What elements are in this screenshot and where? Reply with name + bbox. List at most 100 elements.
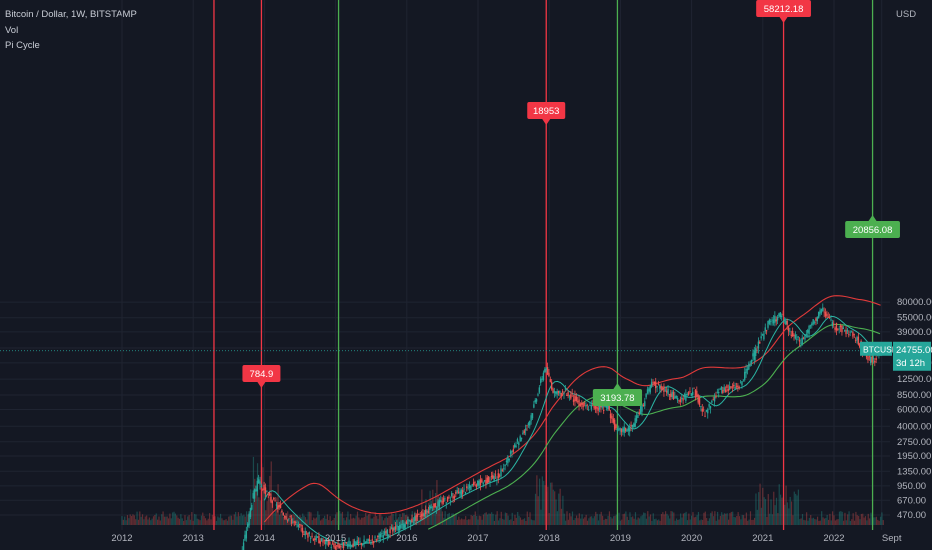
volume-bar [699, 520, 701, 525]
volume-bar [623, 513, 626, 525]
volume-bar [359, 519, 361, 525]
volume-bar [202, 512, 204, 525]
candle-body [759, 341, 761, 344]
candle-body [772, 319, 775, 324]
volume-bar [181, 518, 183, 525]
candle-body [624, 427, 627, 432]
volume-bar [381, 516, 383, 525]
volume-bar [510, 519, 512, 525]
candle-body [374, 536, 376, 538]
volume-bar [262, 467, 264, 525]
x-tick-label: 2017 [467, 533, 488, 544]
candle-body [596, 406, 598, 409]
candle-body [394, 526, 397, 530]
candle-body [414, 516, 416, 522]
candle-body [533, 404, 535, 408]
candle-body [598, 405, 601, 410]
volume-bar [211, 514, 213, 525]
candle-body [307, 532, 309, 538]
volume-bar [548, 513, 550, 525]
volume-bar [229, 515, 231, 525]
ma-long-line [263, 295, 881, 523]
volume-bar [366, 515, 368, 525]
candle-body [364, 541, 367, 544]
volume-bar [314, 518, 316, 525]
candle-body [281, 510, 283, 513]
candle-body [875, 358, 877, 360]
volume-bar [136, 511, 138, 525]
volume-bar [565, 520, 567, 525]
volume-bar [298, 517, 300, 525]
volume-bar [638, 518, 641, 525]
candle-body [623, 426, 625, 433]
volume-bar [539, 478, 541, 525]
volume-bar [760, 507, 763, 525]
candle-body [322, 541, 324, 543]
volume-bar [125, 520, 127, 525]
candle-body [419, 515, 421, 517]
candle-body [267, 494, 269, 496]
volume-bar [552, 489, 554, 525]
candle-body [726, 385, 728, 389]
volume-bar [321, 519, 323, 525]
volume-bar [496, 511, 498, 525]
volume-bar [221, 518, 223, 525]
candle-body [867, 357, 869, 361]
volume-bar [752, 519, 754, 525]
candle-body [345, 542, 347, 544]
candle-body [422, 512, 424, 517]
legend-pi-cycle[interactable]: Pi Cycle [5, 40, 40, 51]
volume-bar [139, 511, 141, 525]
volume-bar [578, 513, 580, 525]
volume-bar [563, 513, 565, 525]
candle-body [660, 386, 662, 390]
candle-body [438, 499, 441, 507]
candle-body [701, 408, 703, 412]
candle-body [794, 334, 797, 339]
candle-body [498, 475, 501, 477]
candle-body [586, 404, 588, 406]
candle-body [771, 319, 773, 321]
volume-bar [155, 513, 157, 525]
volume-bar [725, 513, 727, 525]
volume-bar [827, 519, 830, 525]
candle-body [874, 360, 876, 363]
candle-body [723, 387, 725, 391]
axes: USD80000.0055000.0039000.0026500.0018500… [0, 9, 932, 544]
candle-body [251, 505, 253, 510]
volume-bar [247, 514, 249, 525]
candle-body [318, 535, 320, 544]
volume-bar [273, 513, 275, 525]
volume-bar [272, 503, 274, 525]
x-tick-label: 2012 [111, 533, 132, 544]
volume-bar [433, 508, 435, 525]
volume-bar [306, 519, 308, 525]
volume-bar [834, 520, 836, 525]
volume-bar [270, 461, 272, 525]
candle-body [608, 405, 610, 411]
candle-body [808, 325, 810, 334]
legend-volume[interactable]: Vol [5, 24, 19, 36]
volume-bar [641, 515, 643, 525]
volume-bar [675, 518, 678, 525]
legend-symbol[interactable]: Bitcoin / Dollar, 1W, BITSTAMP [5, 9, 137, 20]
candle-body [856, 337, 858, 341]
candle-body [433, 503, 435, 508]
candle-body [375, 539, 378, 541]
volume-bar [626, 516, 628, 525]
volume-bar [585, 514, 587, 525]
volume-bar [643, 512, 645, 525]
candle-body [846, 329, 849, 332]
volume-bar [833, 515, 835, 525]
candle-body [868, 356, 871, 358]
volume-bar [821, 511, 823, 525]
volume-bar [448, 512, 450, 525]
candle-body [801, 337, 803, 345]
candle-body [518, 442, 520, 445]
candle-body [279, 505, 282, 509]
candle-body [789, 331, 791, 333]
candle-body [690, 393, 693, 396]
candle-body [270, 496, 272, 502]
volume-bar [474, 511, 476, 525]
